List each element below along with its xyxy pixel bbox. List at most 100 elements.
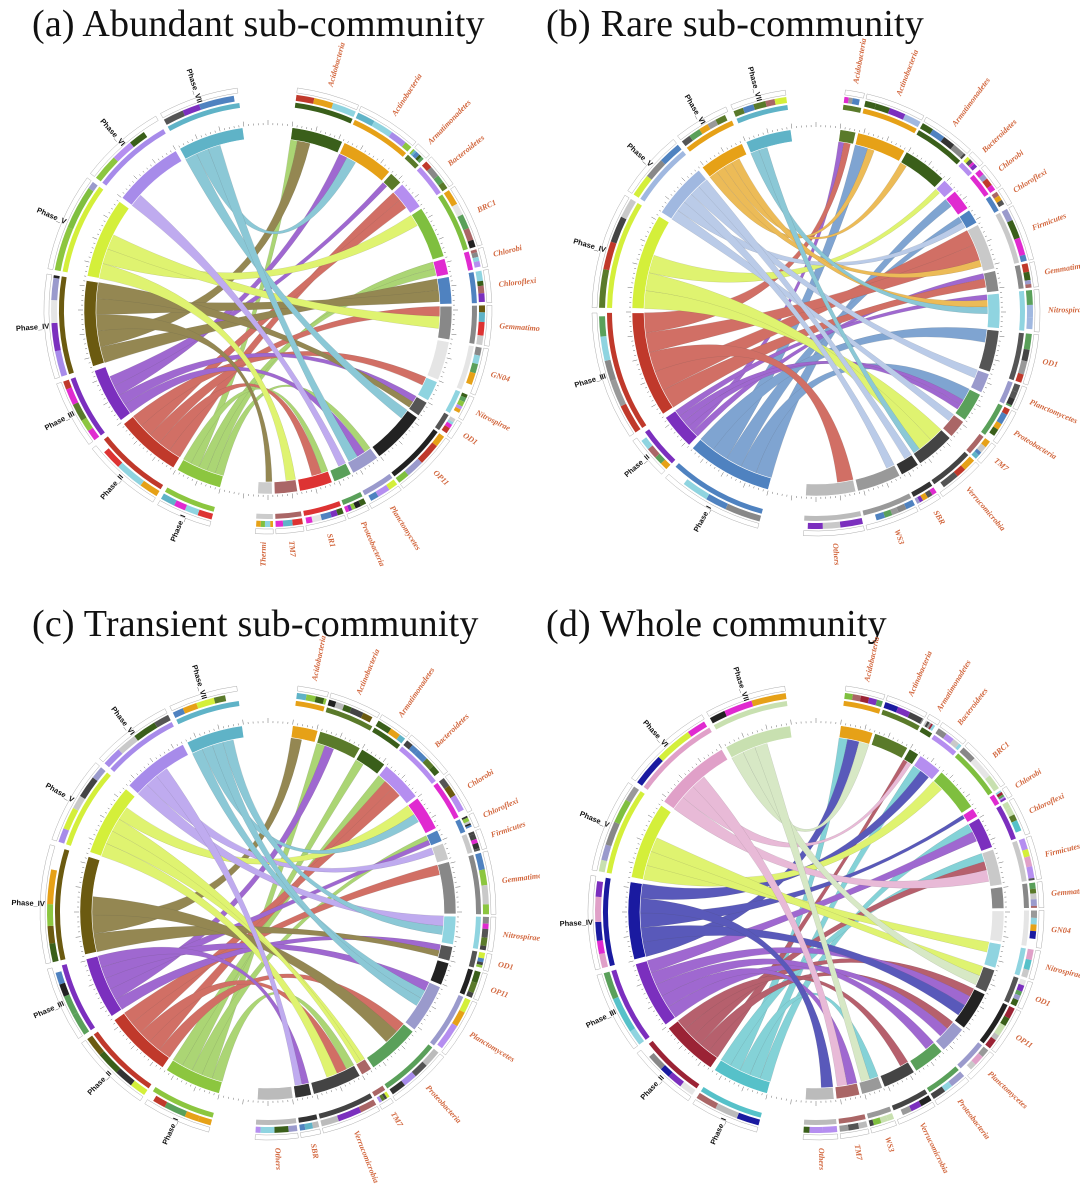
outer-band	[1013, 993, 1021, 1001]
outer-band	[91, 445, 156, 503]
outer-band	[960, 456, 975, 470]
phase-label: Phase_V	[35, 205, 67, 226]
outer-band	[953, 465, 966, 477]
outer-band	[470, 249, 478, 254]
outer-band	[412, 151, 420, 159]
outer-band	[866, 1106, 892, 1119]
outer-band	[596, 940, 605, 955]
taxon-segment	[900, 151, 944, 188]
outer-band	[963, 156, 971, 164]
outer-band	[314, 696, 325, 705]
outer-band	[599, 269, 610, 308]
outer-band	[73, 795, 86, 811]
outer-band	[1018, 290, 1025, 331]
outer-band	[483, 953, 493, 972]
outer-band	[477, 321, 485, 336]
outer-band	[305, 694, 316, 703]
outer-band	[376, 1096, 383, 1103]
outer-band	[985, 1036, 996, 1049]
outer-band	[478, 312, 485, 323]
outer-band	[459, 997, 471, 1013]
taxon-label: OD1	[1034, 994, 1052, 1008]
outer-band	[66, 387, 79, 405]
outer-band	[966, 433, 984, 454]
outer-band	[51, 322, 61, 352]
outer-band	[134, 722, 158, 741]
outer-band	[93, 1031, 152, 1089]
outer-band	[1001, 208, 1013, 223]
outer-band	[476, 961, 484, 966]
outer-band	[900, 1105, 912, 1116]
phase-label: Phase_VI	[641, 718, 670, 749]
phase-label: Phase_IV	[559, 918, 593, 929]
taxon-label: Thermi	[259, 541, 268, 566]
outer-band	[164, 487, 215, 512]
outer-band	[160, 87, 239, 119]
outer-band	[450, 185, 483, 247]
outer-band	[996, 805, 1016, 841]
outer-band	[1022, 883, 1029, 909]
outer-band	[730, 89, 787, 110]
outer-band	[1023, 333, 1032, 350]
outer-band	[839, 1124, 849, 1132]
outer-band	[437, 1023, 458, 1049]
phase-segment	[128, 743, 189, 794]
outer-band	[1026, 866, 1035, 879]
taxon-label: GN04	[490, 370, 511, 384]
taxon-label: Nitrospirae	[501, 930, 540, 943]
outer-band	[478, 869, 488, 886]
outer-band	[924, 721, 930, 728]
taxon-label: Firmicutes	[489, 819, 527, 839]
phase-label: Phase_IV	[572, 236, 607, 254]
outer-band	[466, 990, 474, 998]
outer-band	[631, 714, 705, 782]
outer-band	[1025, 835, 1042, 880]
outer-band	[982, 178, 992, 189]
outer-band	[753, 101, 767, 111]
outer-band	[463, 821, 471, 826]
outer-band	[903, 499, 915, 510]
outer-band	[482, 904, 489, 915]
outer-band	[941, 1081, 952, 1092]
outer-band	[182, 104, 201, 117]
outer-band	[369, 485, 402, 509]
phase-segment	[631, 215, 670, 309]
taxon-segment	[983, 270, 1000, 293]
phase-label: Phase_VI	[683, 93, 708, 126]
outer-band	[441, 425, 450, 434]
outer-band	[304, 1122, 314, 1130]
outer-band	[599, 316, 607, 337]
outer-band	[736, 104, 789, 124]
outer-band	[346, 505, 370, 520]
taxon-label: TM7	[287, 540, 298, 558]
taxon-segment	[974, 966, 996, 993]
outer-band	[700, 1086, 762, 1118]
outer-band	[809, 1126, 824, 1133]
outer-band	[859, 695, 870, 704]
outer-band	[79, 777, 98, 800]
taxon-label: Gemmatimonadetes	[1051, 884, 1080, 898]
outer-band	[477, 285, 485, 294]
outer-band	[255, 1118, 297, 1125]
outer-band	[372, 727, 401, 749]
outer-band	[864, 100, 877, 110]
outer-band	[637, 756, 663, 786]
taxon-segment	[355, 1058, 372, 1076]
taxon-label: Chlorobi	[1013, 766, 1043, 790]
outer-band	[872, 1117, 882, 1126]
outer-band	[379, 714, 410, 738]
outer-band	[282, 519, 293, 527]
taxon-segment	[909, 1042, 943, 1072]
outer-band	[1022, 334, 1040, 386]
outer-band	[916, 130, 961, 165]
outer-band	[300, 1128, 322, 1138]
phase-segment	[745, 129, 793, 154]
outer-band	[318, 1093, 373, 1119]
outer-band	[320, 511, 332, 521]
phase-segment	[85, 955, 123, 1017]
outer-band	[341, 491, 363, 505]
outer-band	[914, 497, 921, 504]
outer-band	[725, 503, 762, 522]
taxon-label: Chlorobi	[996, 148, 1025, 174]
outer-band	[90, 115, 159, 177]
